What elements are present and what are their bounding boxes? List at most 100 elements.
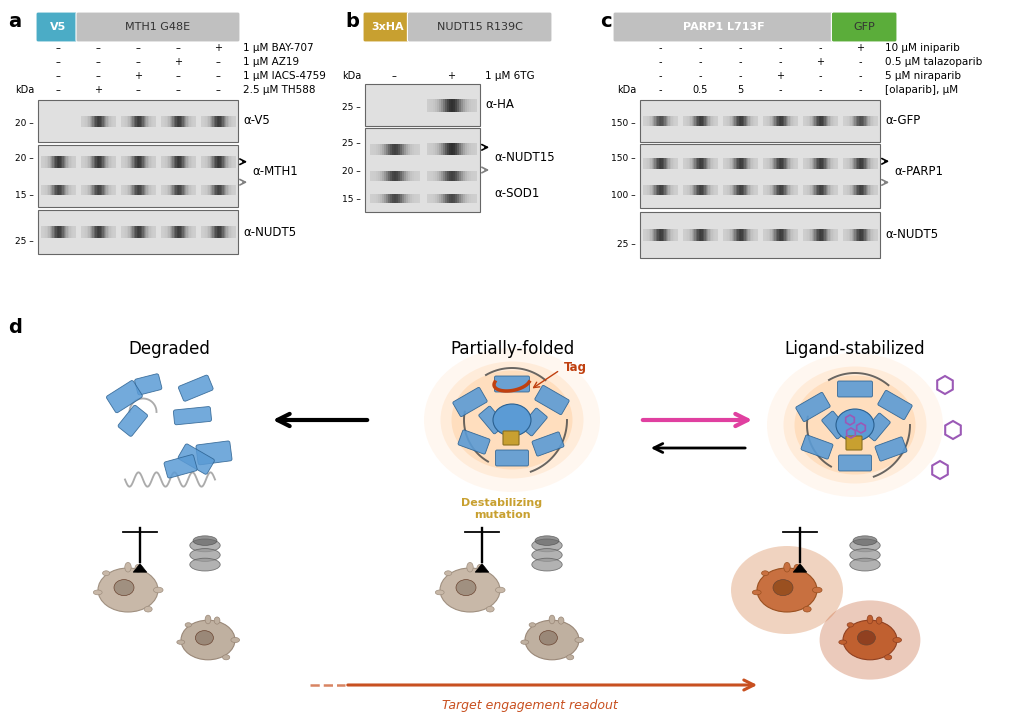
Bar: [94, 184, 95, 194]
Text: +: +: [94, 85, 102, 95]
Bar: [869, 229, 871, 241]
Bar: [695, 185, 697, 195]
Bar: [686, 185, 687, 195]
Bar: [651, 158, 653, 168]
Bar: [67, 184, 68, 194]
Bar: [218, 184, 219, 194]
Bar: [812, 185, 813, 195]
Bar: [49, 156, 51, 168]
Bar: [871, 116, 872, 126]
Text: –: –: [135, 57, 140, 67]
Bar: [163, 226, 164, 238]
FancyBboxPatch shape: [173, 406, 212, 425]
Text: –: –: [135, 85, 140, 95]
Bar: [399, 171, 401, 181]
Bar: [833, 116, 834, 126]
Bar: [774, 116, 776, 126]
Ellipse shape: [757, 568, 817, 612]
FancyBboxPatch shape: [458, 430, 490, 454]
Text: –: –: [216, 85, 220, 95]
Ellipse shape: [731, 546, 843, 634]
Bar: [666, 185, 667, 195]
Bar: [401, 143, 403, 155]
Bar: [134, 116, 135, 127]
Bar: [234, 226, 237, 238]
Bar: [439, 143, 441, 155]
Bar: [166, 156, 167, 168]
Bar: [41, 184, 43, 194]
Ellipse shape: [521, 640, 528, 644]
Bar: [52, 226, 53, 238]
Bar: [161, 226, 163, 238]
Bar: [740, 229, 741, 241]
FancyBboxPatch shape: [496, 450, 528, 466]
Bar: [777, 185, 778, 195]
Bar: [677, 229, 678, 241]
Bar: [179, 156, 181, 168]
Bar: [439, 171, 441, 181]
Ellipse shape: [794, 565, 801, 573]
Bar: [416, 194, 418, 203]
Bar: [445, 98, 447, 111]
Bar: [687, 229, 689, 241]
Bar: [206, 116, 207, 127]
Bar: [208, 116, 210, 127]
Bar: [654, 116, 655, 126]
Ellipse shape: [93, 590, 102, 595]
Bar: [876, 185, 877, 195]
Bar: [49, 184, 51, 194]
Bar: [790, 116, 792, 126]
Bar: [685, 185, 686, 195]
Bar: [852, 229, 853, 241]
Bar: [863, 158, 864, 168]
Bar: [232, 184, 233, 194]
Bar: [845, 185, 846, 195]
Bar: [227, 184, 229, 194]
Bar: [163, 184, 164, 194]
Bar: [737, 158, 738, 168]
Bar: [94, 226, 95, 238]
Bar: [390, 171, 391, 181]
Bar: [867, 116, 868, 126]
Ellipse shape: [850, 539, 881, 552]
Bar: [750, 185, 752, 195]
Bar: [190, 156, 191, 168]
Bar: [138, 156, 139, 168]
Bar: [105, 156, 106, 168]
Bar: [662, 229, 663, 241]
Bar: [649, 229, 650, 241]
Bar: [821, 185, 822, 195]
Bar: [823, 229, 824, 241]
Bar: [450, 171, 452, 181]
Bar: [695, 158, 697, 168]
Bar: [128, 226, 130, 238]
Bar: [87, 226, 88, 238]
Bar: [81, 226, 83, 238]
Bar: [221, 156, 222, 168]
Bar: [45, 184, 47, 194]
Bar: [112, 184, 114, 194]
Bar: [193, 184, 194, 194]
Bar: [794, 158, 796, 168]
Bar: [713, 185, 714, 195]
Bar: [90, 156, 91, 168]
Bar: [399, 143, 401, 155]
Bar: [820, 158, 821, 168]
Bar: [471, 143, 473, 155]
Bar: [754, 185, 756, 195]
Bar: [431, 143, 433, 155]
Text: 5: 5: [737, 85, 743, 95]
Bar: [663, 158, 665, 168]
Bar: [818, 158, 820, 168]
Bar: [812, 158, 813, 168]
Bar: [147, 116, 150, 127]
Bar: [384, 194, 386, 203]
Bar: [60, 226, 62, 238]
Bar: [232, 156, 233, 168]
Bar: [103, 184, 104, 194]
Bar: [141, 184, 142, 194]
Bar: [794, 116, 796, 126]
Bar: [218, 116, 219, 127]
Polygon shape: [133, 564, 146, 572]
Bar: [132, 156, 134, 168]
